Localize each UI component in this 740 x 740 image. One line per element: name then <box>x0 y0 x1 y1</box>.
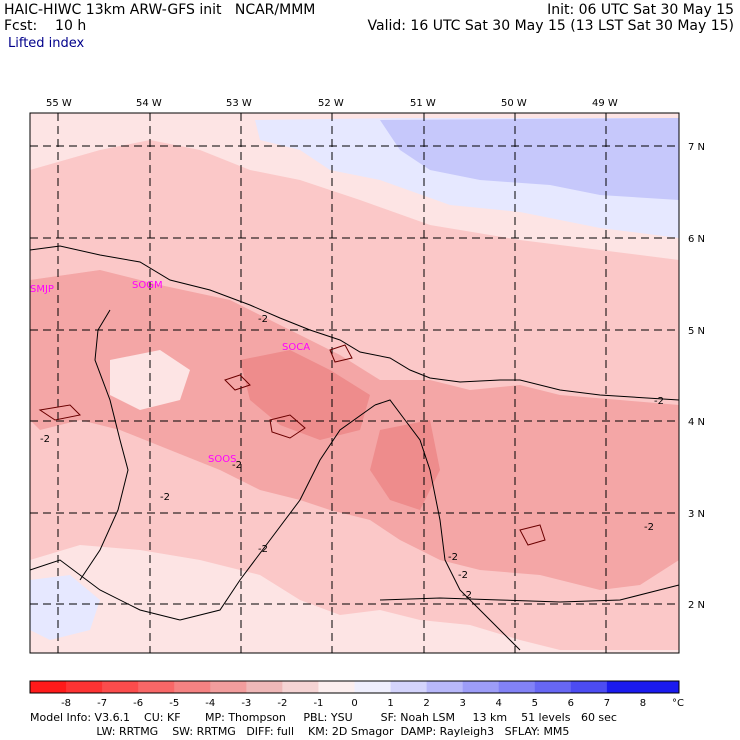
colorbar-swatch <box>102 681 139 693</box>
colorbar-swatch <box>642 681 680 693</box>
colorbar-swatch <box>66 681 103 693</box>
forecast-hour: Fcst: 10 h <box>4 18 87 34</box>
colorbar-tick-label: 3 <box>459 698 465 709</box>
colorbar-swatch <box>570 681 608 693</box>
colorbar-swatch <box>246 681 283 693</box>
lon-label: 53 W <box>226 98 252 109</box>
contour-label: -2 <box>458 570 468 581</box>
contour-value-labels: -2 -2 -2 -2 -2 -2 -2 -2 -2 -2 <box>40 314 664 601</box>
contour-label: -2 <box>258 314 268 325</box>
station-label-sogm: SOGM <box>132 280 163 291</box>
colorbar-ticks: -8 -7 -6 -5 -4 -3 -2 -1 0 1 2 3 4 5 6 7 8 <box>61 698 646 709</box>
colorbar-swatch <box>390 681 428 693</box>
station-labels: SMJP SOGM SOCA SOOS <box>30 280 310 465</box>
model-info-line-2: LW: RRTMG SW: RRTMG DIFF: full KM: 2D Sm… <box>30 725 570 738</box>
colorbar-frame <box>29 680 680 694</box>
colorbar-swatch <box>426 681 464 693</box>
lon-label: 54 W <box>136 98 162 109</box>
coastlines-borders <box>29 245 680 651</box>
colorbar-swatch <box>462 681 500 693</box>
colorbar-tick-label: 6 <box>568 698 574 709</box>
colorbar-swatch <box>210 681 247 693</box>
field-stronger-red-core-2 <box>370 420 440 510</box>
contour-lines <box>38 344 546 546</box>
colorbar-tick-label: -2 <box>277 698 287 709</box>
contour-label: -2 <box>232 460 242 471</box>
grid-lines <box>30 113 679 653</box>
colorbar-tick-label: 5 <box>532 698 538 709</box>
colorbar-tick-label: -6 <box>133 698 143 709</box>
field-stronger-red-core <box>240 350 370 440</box>
contour-label: -2 <box>448 552 458 563</box>
colorbar-tick-label: -3 <box>241 698 251 709</box>
lat-label: 6 N <box>688 234 705 245</box>
field-blue-ne <box>380 118 679 200</box>
colorbar-swatch <box>282 681 319 693</box>
field-light-pink-south <box>30 545 679 653</box>
colorbar-tick-label: 2 <box>423 698 429 709</box>
colorbar-swatch <box>318 681 355 693</box>
colorbar-tick-label: -8 <box>61 698 71 709</box>
init-time: Init: 06 UTC Sat 30 May 15 <box>547 2 734 18</box>
colorbar-tick-label: -4 <box>205 698 215 709</box>
lat-label: 2 N <box>688 600 705 611</box>
colorbar-tick-label: -5 <box>169 698 179 709</box>
lon-label: 52 W <box>318 98 344 109</box>
colorbar-swatch <box>174 681 211 693</box>
colorbar-unit: °C <box>672 698 684 709</box>
colorbar-tick-label: 1 <box>387 698 393 709</box>
colorbar-swatch <box>30 681 67 693</box>
model-info-line-1: Model Info: V3.6.1 CU: KF MP: Thompson P… <box>30 711 617 724</box>
colorbar <box>30 681 680 693</box>
station-label-soca: SOCA <box>282 342 310 353</box>
station-label-soos: SOOS <box>208 454 236 465</box>
colorbar-swatch <box>498 681 536 693</box>
lat-label: 7 N <box>688 142 705 153</box>
map-frame <box>29 112 680 654</box>
colorbar-swatch <box>354 681 392 693</box>
lon-label: 55 W <box>46 98 72 109</box>
axis-labels: 55 W 54 W 53 W 52 W 51 W 50 W 49 W 7 N 6… <box>46 98 705 611</box>
lon-label: 49 W <box>592 98 618 109</box>
colorbar-tick-label: 8 <box>640 698 646 709</box>
station-label-smjp: SMJP <box>30 284 54 295</box>
colorbar-swatch <box>534 681 572 693</box>
contour-label: -2 <box>644 522 654 533</box>
lon-label: 51 W <box>410 98 436 109</box>
lon-label: 50 W <box>501 98 527 109</box>
field-name: Lifted index <box>8 36 85 51</box>
contour-label: -2 <box>40 434 50 445</box>
colorbar-tick-label: 4 <box>496 698 502 709</box>
contour-label: -2 <box>654 396 664 407</box>
colorbar-swatch <box>138 681 175 693</box>
valid-time: Valid: 16 UTC Sat 30 May 15 (13 LST Sat … <box>367 18 734 34</box>
lat-label: 5 N <box>688 326 705 337</box>
colorbar-tick-label: -1 <box>313 698 323 709</box>
model-title: HAIC-HIWC 13km ARW-GFS init NCAR/MMM <box>4 2 316 18</box>
colorbar-swatch <box>606 681 644 693</box>
field-light-blue-sw <box>30 575 100 640</box>
colorbar-tick-label: 0 <box>351 698 357 709</box>
contour-label: -2 <box>258 544 268 555</box>
contour-label: -2 <box>462 590 472 601</box>
lat-label: 3 N <box>688 509 705 520</box>
colorbar-tick-label: -7 <box>97 698 107 709</box>
contour-label: -2 <box>160 492 170 503</box>
lat-label: 4 N <box>688 417 705 428</box>
colorbar-tick-label: 7 <box>604 698 610 709</box>
